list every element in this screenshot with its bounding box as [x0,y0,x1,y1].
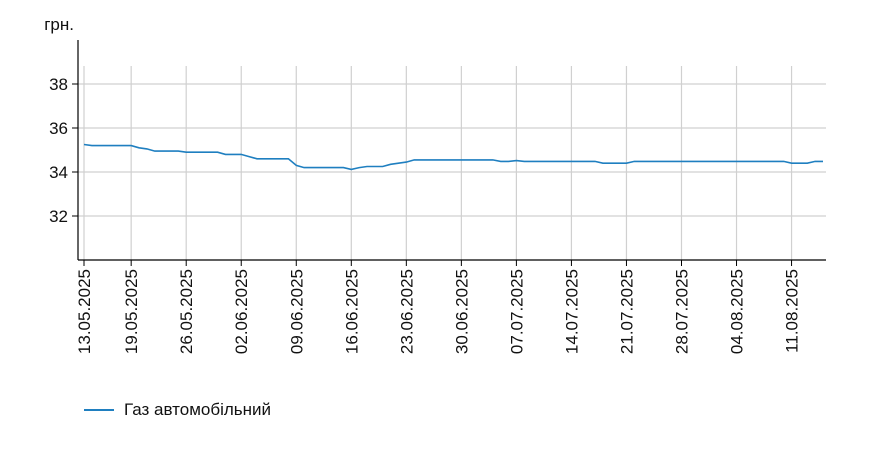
series-layer [83,143,823,171]
x-tick-label: 13.05.2025 [75,269,94,354]
y-tick-label: 36 [49,119,68,138]
y-tick-label: 32 [49,207,68,226]
axis-layer [72,40,826,266]
x-tick-label: 30.06.2025 [452,269,471,354]
x-tick-label: 11.08.2025 [783,269,802,353]
x-tick-label: 14.07.2025 [562,269,581,354]
y-axis-unit-label: грн. [44,15,74,34]
y-tick-label: 34 [49,163,68,182]
legend-label: Газ автомобільний [124,400,272,419]
x-tick-label: 16.06.2025 [342,269,361,354]
x-tick-label: 23.06.2025 [397,269,416,354]
x-tick-label: 21.07.2025 [617,269,636,354]
x-tick-label: 19.05.2025 [122,269,141,354]
legend: Газ автомобільний [84,400,271,420]
series-line [83,143,823,171]
x-tick-label: 09.06.2025 [287,269,306,354]
x-tick-label: 28.07.2025 [672,269,691,354]
y-tick-label: 38 [49,75,68,94]
x-tick-label: 07.07.2025 [507,269,526,354]
legend-swatch [84,409,114,411]
x-tick-label: 04.08.2025 [728,269,747,354]
grid-layer [78,66,826,260]
label-layer: 32 34 36 38 13.05.2025 19.05.2025 26.05.2025 02… [44,15,801,354]
x-tick-label: 26.05.2025 [177,269,196,354]
x-tick-label: 02.06.2025 [232,269,251,354]
